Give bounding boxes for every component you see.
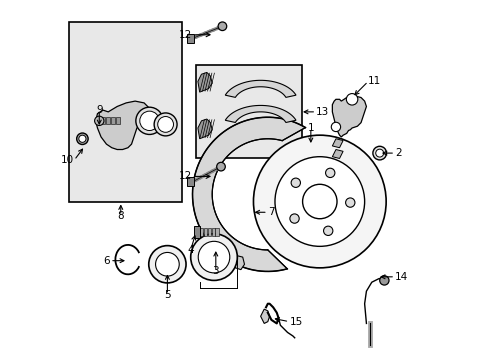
Text: 6: 6: [103, 256, 110, 266]
Bar: [69, 22, 182, 202]
Polygon shape: [187, 177, 194, 186]
Circle shape: [216, 162, 225, 171]
Circle shape: [372, 146, 386, 160]
Text: 11: 11: [367, 76, 381, 86]
Circle shape: [218, 22, 226, 31]
Polygon shape: [116, 117, 120, 125]
Polygon shape: [194, 226, 199, 238]
Text: 3: 3: [212, 266, 219, 276]
Circle shape: [94, 116, 104, 126]
Polygon shape: [332, 149, 343, 158]
Circle shape: [290, 178, 300, 188]
Circle shape: [325, 168, 334, 177]
Polygon shape: [211, 228, 214, 236]
Circle shape: [379, 276, 388, 285]
Polygon shape: [198, 72, 212, 92]
Circle shape: [375, 149, 383, 157]
Polygon shape: [231, 255, 244, 270]
Circle shape: [155, 252, 179, 276]
Circle shape: [140, 111, 159, 131]
Circle shape: [345, 198, 354, 207]
Polygon shape: [187, 34, 194, 43]
Circle shape: [190, 234, 237, 280]
Circle shape: [77, 133, 88, 144]
Text: 12: 12: [179, 171, 192, 181]
Circle shape: [274, 157, 364, 246]
Circle shape: [79, 135, 86, 142]
Text: 4: 4: [187, 245, 194, 255]
Circle shape: [253, 135, 386, 268]
Text: 10: 10: [61, 155, 74, 165]
Polygon shape: [106, 117, 110, 125]
Text: 2: 2: [394, 148, 401, 158]
Circle shape: [289, 214, 299, 223]
Polygon shape: [215, 228, 218, 236]
Circle shape: [136, 107, 163, 134]
Circle shape: [346, 94, 357, 105]
Circle shape: [154, 113, 177, 136]
Polygon shape: [332, 139, 343, 148]
Circle shape: [158, 117, 173, 132]
Text: 5: 5: [164, 290, 170, 300]
Circle shape: [323, 226, 332, 235]
Text: 1: 1: [307, 123, 313, 133]
Polygon shape: [192, 117, 305, 271]
Polygon shape: [111, 117, 115, 125]
Text: 12: 12: [179, 30, 192, 40]
Polygon shape: [203, 228, 206, 236]
Polygon shape: [225, 105, 295, 122]
Polygon shape: [260, 309, 269, 323]
Polygon shape: [199, 228, 203, 236]
Bar: [196, 65, 301, 158]
Text: 15: 15: [289, 317, 302, 327]
Circle shape: [148, 246, 185, 283]
Text: 8: 8: [117, 211, 124, 221]
Circle shape: [198, 241, 229, 273]
Polygon shape: [332, 96, 366, 137]
Circle shape: [302, 184, 336, 219]
Polygon shape: [198, 119, 212, 139]
Polygon shape: [96, 101, 149, 149]
Polygon shape: [207, 228, 210, 236]
Text: 7: 7: [267, 207, 274, 217]
Text: 9: 9: [96, 105, 102, 115]
Polygon shape: [225, 80, 295, 97]
Text: 13: 13: [316, 107, 329, 117]
Polygon shape: [101, 117, 105, 125]
Text: 14: 14: [394, 272, 407, 282]
Circle shape: [330, 122, 340, 132]
